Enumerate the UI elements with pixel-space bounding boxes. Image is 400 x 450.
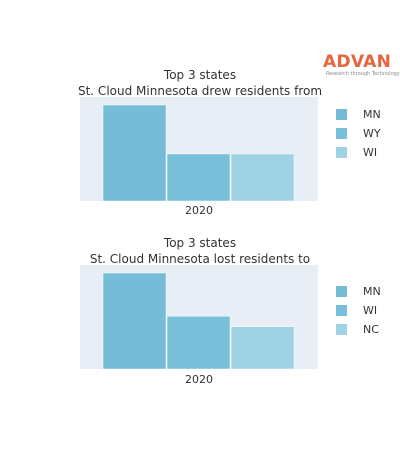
bar-nc (230, 326, 295, 370)
logo-wordmark: ADVAN (323, 52, 392, 72)
legend-label: MN (363, 285, 381, 298)
chart-2-plot: 2020 (80, 265, 318, 386)
chart-2-legend: MN WI NC (336, 282, 381, 339)
legend-item-mn[interactable]: MN (336, 105, 381, 124)
legend-swatch (336, 109, 347, 120)
bar-wi (230, 153, 295, 202)
advan-logo: ADVAN Research through Technology (323, 52, 400, 79)
legend-label: WY (363, 127, 381, 140)
legend-label: NC (363, 323, 379, 336)
legend-item-nc[interactable]: NC (336, 320, 381, 339)
legend-swatch (336, 324, 347, 335)
x-tick-label: 2020 (185, 373, 213, 386)
legend-item-wi[interactable]: WI (336, 143, 381, 162)
bar-mn (102, 104, 167, 202)
legend-swatch (336, 147, 347, 158)
legend-swatch (336, 286, 347, 297)
legend-label: MN (363, 108, 381, 121)
chart-1-plot: 2020 (80, 97, 318, 217)
legend-item-wy[interactable]: WY (336, 124, 381, 143)
logo-tagline: Research through Technology (326, 71, 400, 77)
chart-1-legend: MN WY WI (336, 105, 381, 162)
chart-2-subtitle: St. Cloud Minnesota lost residents to (89, 252, 311, 266)
legend-item-wi[interactable]: WI (336, 301, 381, 320)
x-tick-label: 2020 (185, 204, 213, 217)
legend-swatch (336, 305, 347, 316)
bar-wi (166, 315, 231, 370)
bar-wy (166, 153, 231, 202)
chart-1-subtitle: St. Cloud Minnesota drew residents from (77, 84, 323, 98)
chart-1-title-block: Top 3 states St. Cloud Minnesota drew re… (60, 67, 340, 99)
bar-mn (102, 272, 167, 370)
chart-1-title: Top 3 states (163, 68, 237, 82)
chart-2-title-block: Top 3 states St. Cloud Minnesota lost re… (60, 235, 340, 267)
chart-2-title: Top 3 states (163, 236, 237, 250)
legend-swatch (336, 128, 347, 139)
legend-label: WI (363, 146, 378, 159)
legend-item-mn[interactable]: MN (336, 282, 381, 301)
legend-label: WI (363, 304, 378, 317)
